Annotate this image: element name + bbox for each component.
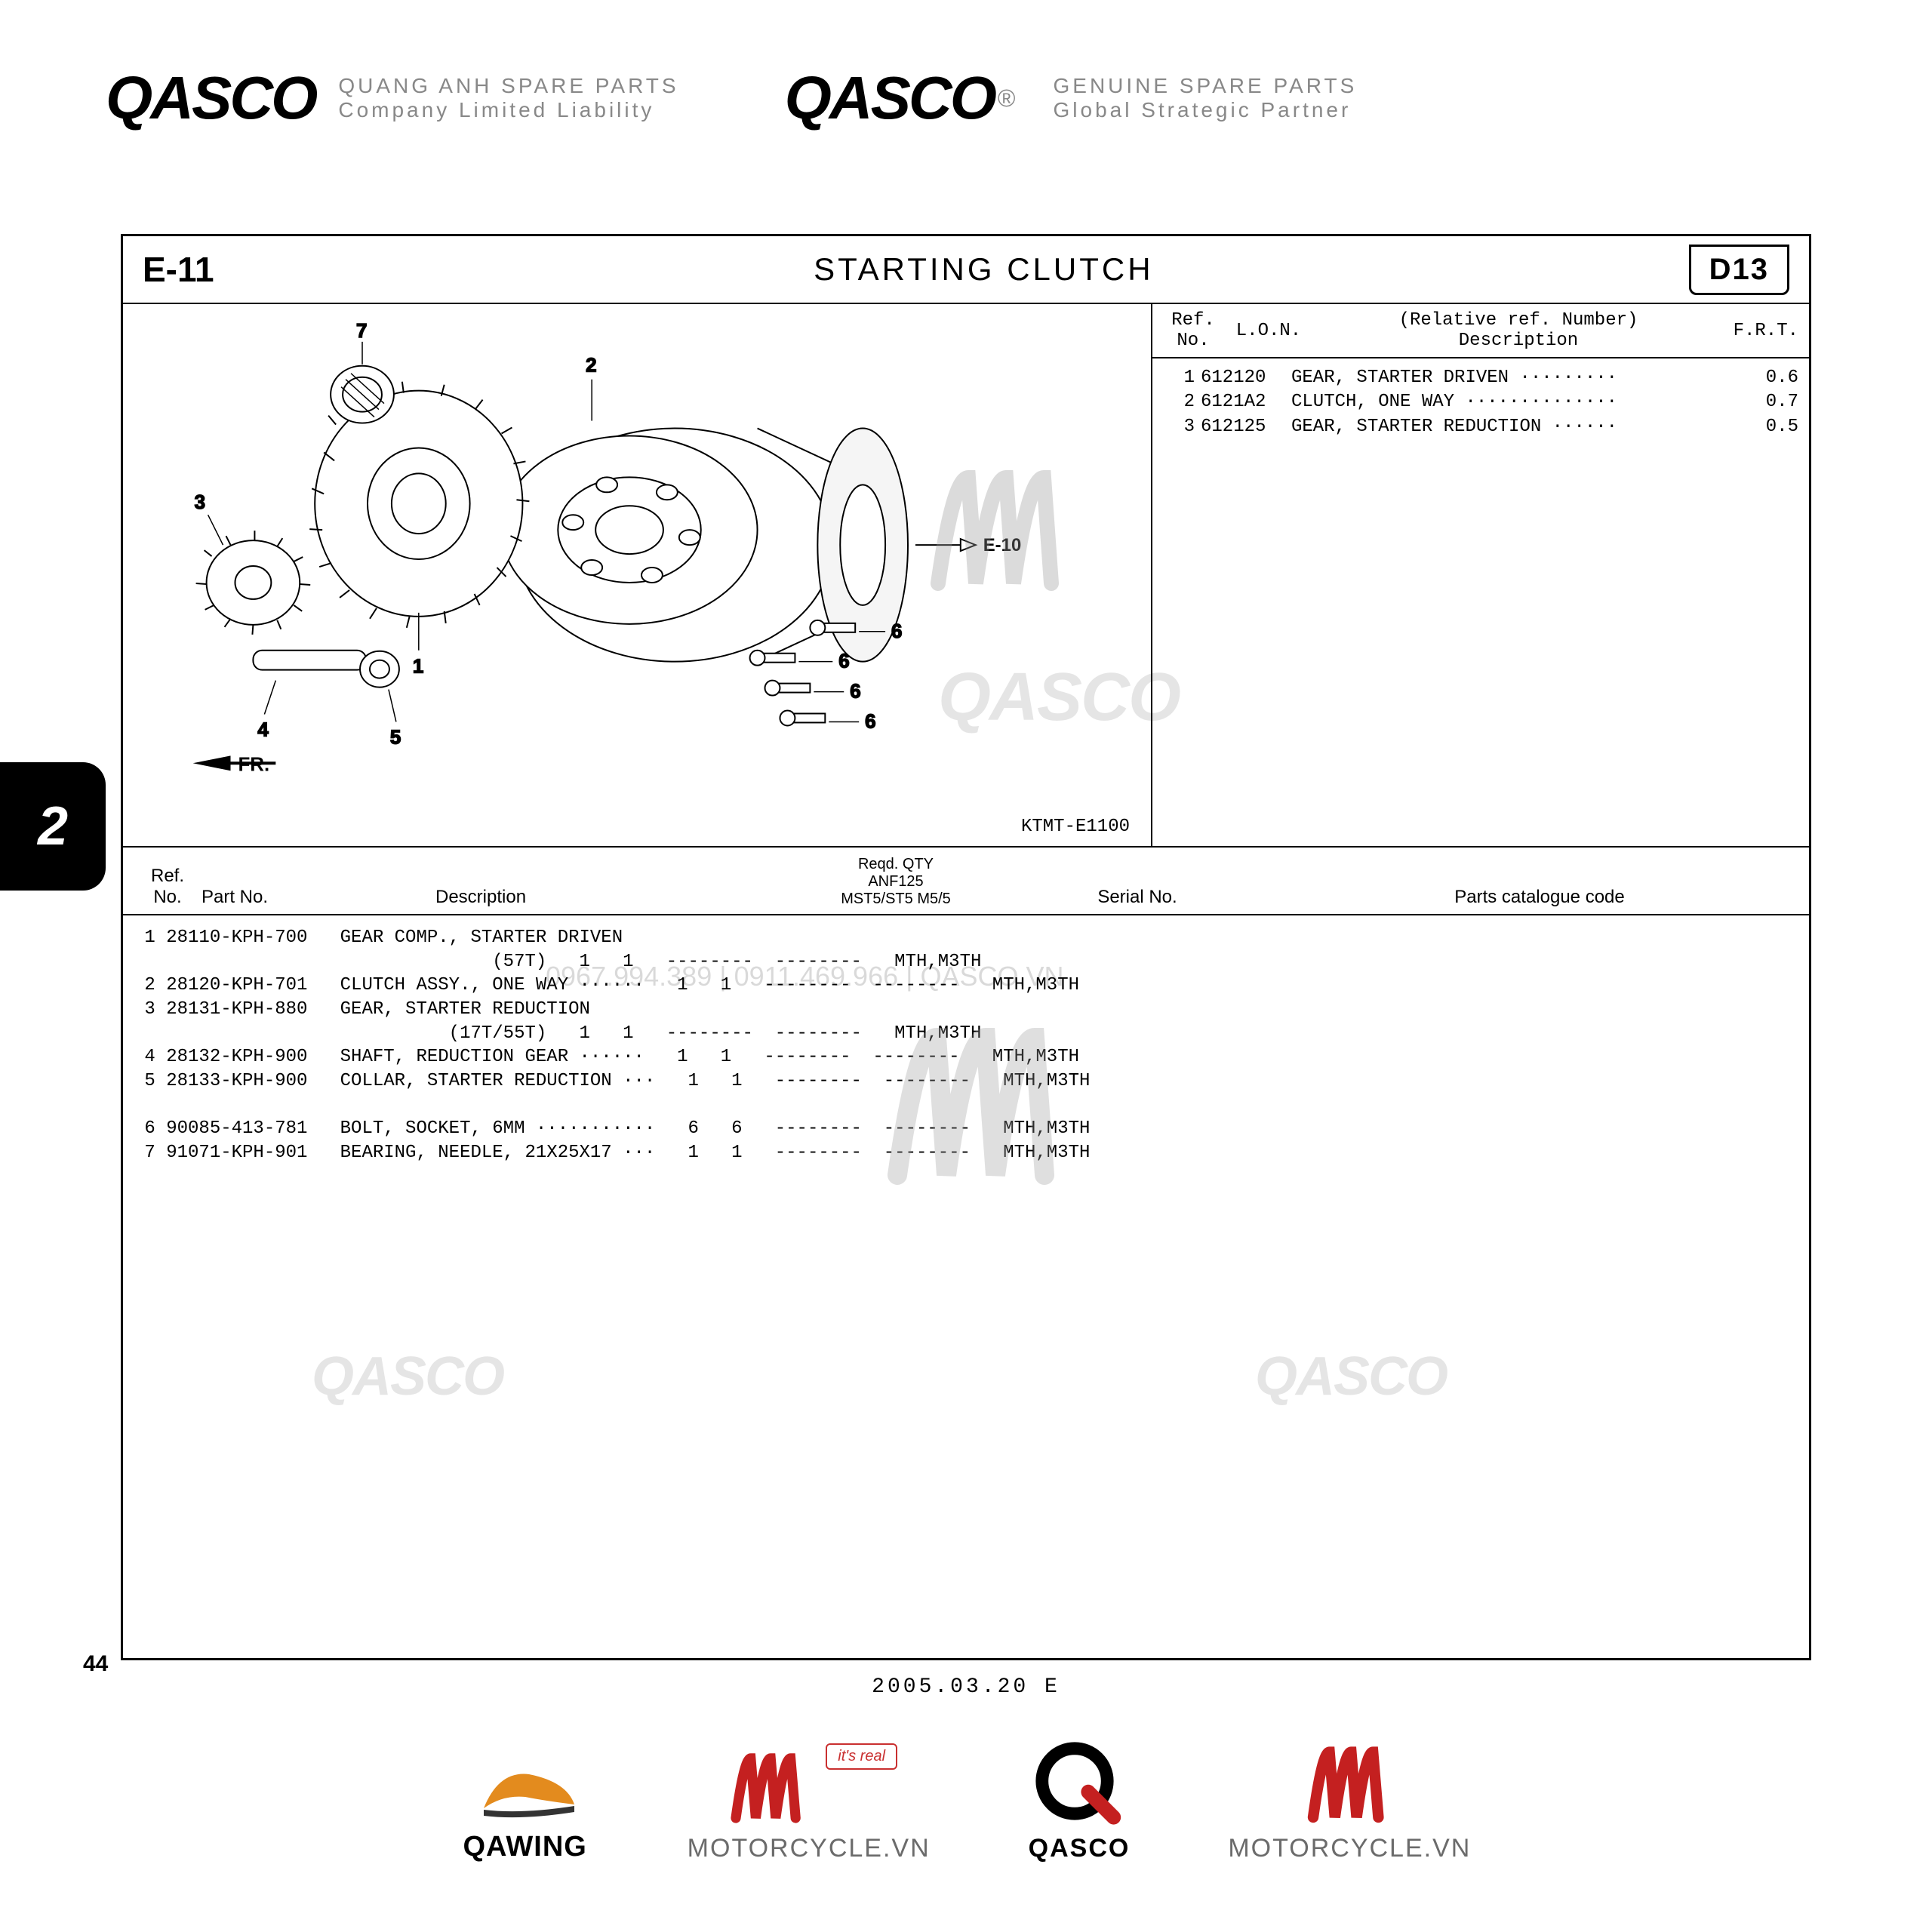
svg-text:3: 3 [195,492,205,513]
m-watermark-icon [923,448,1074,598]
qasco-logo-right: QASCO [785,63,995,133]
registered-mark: ® [998,85,1016,112]
header-left-text: QUANG ANH SPARE PARTS Company Limited Li… [338,74,678,122]
frt-table: Ref.No. L.O.N. (Relative ref. Number) De… [1152,304,1809,846]
frt-header-desc: (Relative ref. Number) Description [1314,310,1723,351]
header-left-line2: Company Limited Liability [338,98,678,122]
qasco-footer-text: QASCO [1029,1834,1131,1863]
frt-row: 3612125GEAR, STARTER REDUCTION ······0.5 [1163,415,1798,439]
header-right-line1: GENUINE SPARE PARTS [1054,74,1358,98]
header-right-line2: Global Strategic Partner [1054,98,1358,122]
frt-body: 1612120GEAR, STARTER DRIVEN ·········0.6… [1152,358,1809,447]
m-logo-icon [720,1743,818,1826]
svg-text:6: 6 [850,681,860,703]
header-right-block: QASCO ® GENUINE SPARE PARTS Global Strat… [785,63,1358,133]
section-code: E-11 [143,249,278,290]
th-desc: Description [435,887,798,908]
svg-text:6: 6 [891,621,902,642]
frt-header: Ref.No. L.O.N. (Relative ref. Number) De… [1152,304,1809,358]
frt-row: 1612120GEAR, STARTER DRIVEN ·········0.6 [1163,366,1798,390]
parts-table-header: Ref.No. Part No. Description Reqd. QTY A… [123,848,1809,915]
svg-text:1: 1 [413,657,423,678]
page-title: STARTING CLUTCH [278,251,1689,288]
svg-text:2: 2 [586,355,596,377]
svg-text:7: 7 [356,321,367,342]
svg-text:6: 6 [865,711,875,732]
header-left-block: QASCO QUANG ANH SPARE PARTS Company Limi… [106,63,679,133]
frt-header-lon: L.O.N. [1223,321,1314,341]
qasco-q-icon [1030,1736,1128,1826]
qawing-icon [461,1748,589,1831]
frt-header-ref: Ref.No. [1163,310,1223,351]
fr-label: FR. [238,754,269,775]
right-code-box: D13 [1689,245,1789,295]
watermark-qasco-2: QASCO [312,1346,503,1407]
header-right-text: GENUINE SPARE PARTS Global Strategic Par… [1054,74,1358,122]
side-section-tab: 2 [0,762,106,891]
th-ref: Ref.No. [134,866,202,908]
th-code: Parts catalogue code [1281,887,1798,908]
th-qty: Reqd. QTY ANF125 MST5/ST5 M5/5 [798,856,994,908]
th-partno: Part No. [202,887,435,908]
page-header: QASCO QUANG ANH SPARE PARTS Company Limi… [0,45,1932,151]
qasco-logo: QASCO [106,63,315,133]
motorcycle-logo: it's real MOTORCYCLE.VN [688,1743,931,1863]
th-serial: Serial No. [994,887,1281,908]
its-real-badge: it's real [826,1743,897,1770]
qawing-logo: QAWING [461,1748,589,1863]
diagram-code: KTMT-E1100 [1021,817,1130,837]
title-row: E-11 STARTING CLUTCH D13 [123,236,1809,304]
catalogue-frame: E-11 STARTING CLUTCH D13 [121,234,1811,1660]
motorcycle-text: MOTORCYCLE.VN [688,1834,931,1863]
svg-text:6: 6 [838,651,849,672]
motorcycle-logo-2: MOTORCYCLE.VN [1228,1736,1471,1863]
footer-date: 2005.03.20 E [0,1675,1932,1699]
svg-text:5: 5 [390,727,401,748]
m-logo-icon-2 [1293,1736,1406,1826]
page-number: 44 [83,1651,108,1677]
frt-row: 26121A2CLUTCH, ONE WAY ··············0.7 [1163,390,1798,414]
m-watermark-icon-2 [878,998,1074,1195]
frt-header-frt: F.R.T. [1723,321,1798,341]
header-left-line1: QUANG ANH SPARE PARTS [338,74,678,98]
motorcycle-text-2: MOTORCYCLE.VN [1228,1834,1471,1863]
footer-logos: QAWING it's real MOTORCYCLE.VN QASCO MOT… [0,1736,1932,1863]
qawing-text: QAWING [463,1831,587,1863]
qasco-footer-logo: QASCO [1029,1736,1131,1863]
svg-text:4: 4 [257,719,269,740]
watermark-qasco-3: QASCO [1255,1346,1447,1407]
